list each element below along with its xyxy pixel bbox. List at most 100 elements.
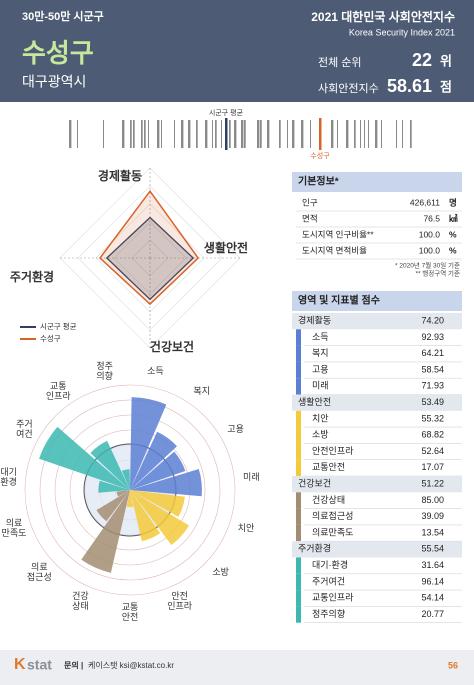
item-marker (296, 524, 301, 542)
item-score: 64.21 (421, 348, 444, 358)
district-name: 수성구 (22, 38, 94, 68)
strip-line (244, 120, 246, 148)
polar-label: 소득 (147, 365, 164, 376)
radar-axis-label: 주거환경 (10, 269, 54, 284)
strip-line (122, 120, 125, 148)
group-row (292, 313, 462, 330)
item-marker (296, 573, 301, 591)
table-header (292, 291, 462, 311)
item-score: 55.32 (421, 413, 444, 423)
item-name: 치안 (312, 412, 329, 423)
group-score: 51.22 (421, 479, 444, 489)
polar-label: 소방 (212, 566, 229, 577)
item-name: 교통안전 (312, 462, 345, 472)
info-value: 100.0 (419, 229, 441, 239)
logo-k: K (14, 656, 26, 673)
group-name: 생활안전 (298, 396, 331, 407)
strip-line (241, 120, 244, 148)
strip-line (141, 120, 143, 148)
legend-label: 시군구 평균 (40, 321, 77, 331)
strip-line (279, 120, 281, 148)
score-label: 사회안전지수 (318, 82, 379, 95)
group-name: 주거환경 (298, 543, 331, 554)
info-note: ** 행정구역 기준 (415, 269, 460, 278)
polar-label: 의료 접근성 (26, 561, 52, 582)
item-marker (296, 492, 301, 509)
item-name: 의료만족도 (312, 527, 353, 537)
strip-line (292, 120, 295, 148)
page-number: 56 (448, 660, 458, 670)
polar-label: 고용 (227, 424, 244, 434)
info-value: 76.5 (423, 213, 440, 223)
item-score: 52.64 (421, 446, 444, 456)
strip-line (337, 120, 338, 148)
strip-line (331, 120, 334, 148)
info-header (292, 172, 462, 192)
info-label: 면적 (302, 213, 318, 223)
item-marker (296, 557, 301, 574)
group-name: 경제활동 (298, 315, 331, 326)
strip-line (346, 120, 349, 148)
strip-line (360, 120, 361, 148)
legend-label: 수성구 (40, 334, 61, 343)
polar-bar (96, 490, 130, 522)
item-marker (296, 329, 301, 346)
polar-bar (116, 490, 130, 497)
info-title: 기본정보* (298, 175, 339, 188)
polar-bar (130, 451, 186, 490)
polar-bar (130, 490, 185, 517)
item-marker (296, 410, 301, 428)
polar-label: 치안 (237, 522, 255, 533)
info-unit: % (449, 229, 457, 239)
strip-line (188, 120, 191, 148)
rank: 22 (412, 50, 432, 70)
item-marker (296, 345, 301, 362)
item-name: 주거여건 (312, 575, 345, 586)
district-label: 수성구 (310, 151, 330, 160)
polar-bar (126, 490, 134, 508)
category: 30만-50만 시군구 (22, 9, 104, 23)
strip-line (215, 120, 217, 148)
radar-average (105, 216, 195, 301)
group-row (292, 394, 462, 411)
polar-ring (54, 414, 206, 566)
polar-bar (130, 490, 161, 542)
info-label: 도시지역 인구비율** (302, 229, 374, 239)
group-score: 53.49 (421, 397, 444, 407)
district-line (319, 118, 322, 150)
strip-line (69, 120, 72, 148)
item-marker (296, 590, 301, 607)
item-name: 미래 (312, 381, 329, 391)
item-score: 39.09 (421, 511, 444, 521)
polar-label: 교통 인프라 (45, 381, 71, 402)
polar-bar (81, 490, 130, 573)
info-label: 인구 (302, 197, 318, 207)
polar-bar (130, 468, 202, 497)
item-score: 20.77 (421, 609, 444, 619)
polar-label: 대기 환경 (0, 467, 17, 488)
average-label: 시군구 평균 (209, 108, 244, 117)
strip-line (196, 120, 198, 148)
strip-line (410, 120, 412, 148)
item-score: 58.54 (421, 364, 444, 374)
strip-line (103, 120, 104, 148)
group-row (292, 476, 462, 493)
rank-unit: 위 (440, 53, 452, 68)
radar-axis-label: 경제활동 (98, 168, 142, 183)
polar-label: 안전 인프라 (167, 591, 193, 612)
strip-line (144, 120, 146, 148)
table-title: 영역 및 지표별 점수 (298, 294, 380, 307)
strip-line (161, 120, 162, 148)
rank-label: 전체 순위 (318, 56, 362, 69)
strip-line (133, 120, 135, 148)
polar-bar (130, 397, 167, 490)
group-score: 74.20 (421, 316, 444, 326)
polar-label: 미래 (243, 472, 260, 483)
strip-line (267, 120, 270, 148)
polar-bar (39, 426, 131, 490)
strip-line (181, 120, 184, 148)
item-name: 대기·환경 (312, 559, 348, 570)
group-score: 55.54 (421, 544, 444, 554)
strip-line (287, 120, 288, 148)
